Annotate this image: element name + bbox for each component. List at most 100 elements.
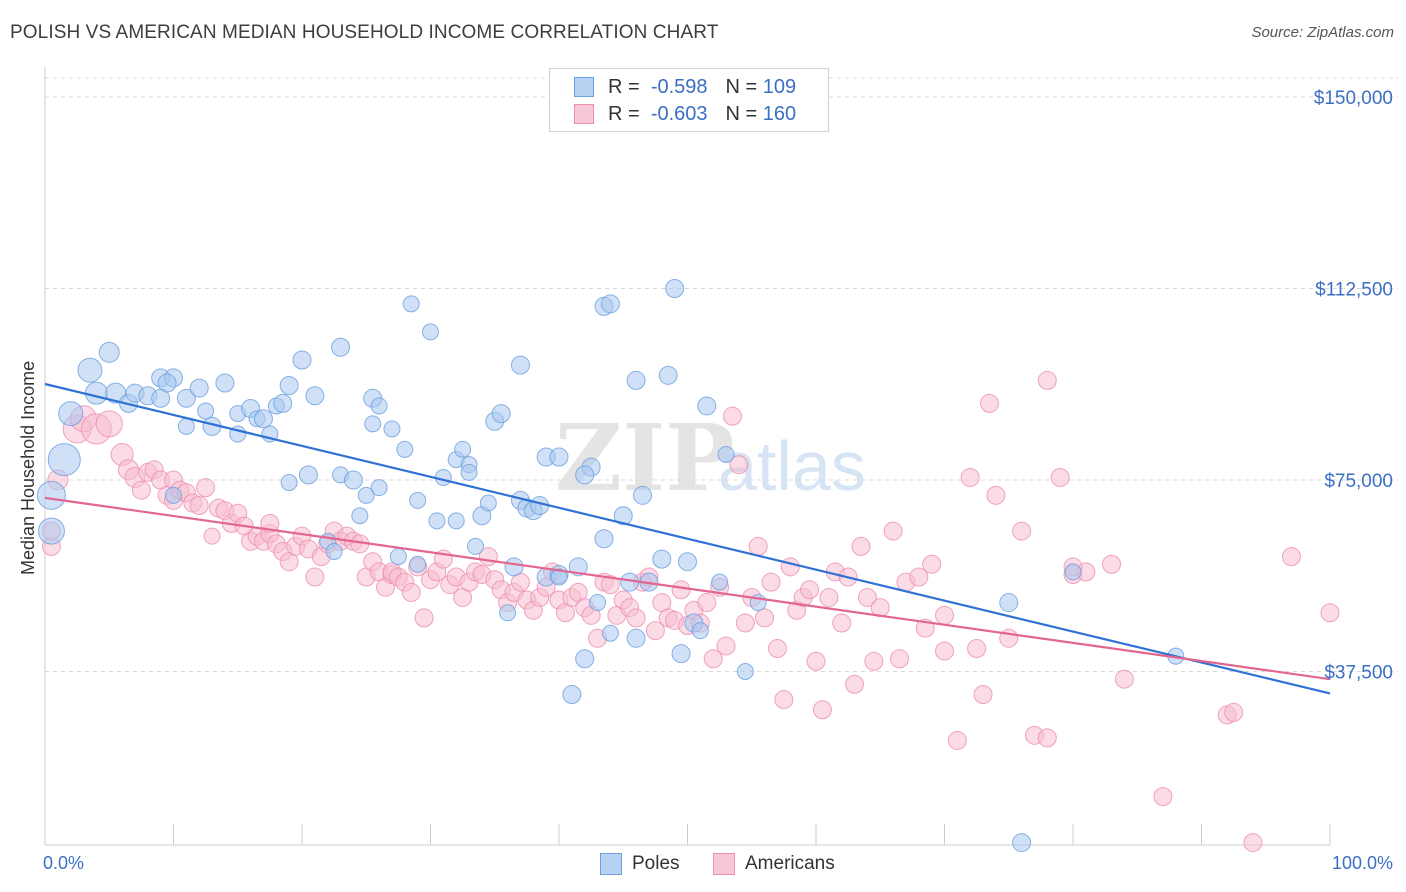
americans-point-125 [851, 536, 871, 556]
poles-point-2 [47, 443, 81, 477]
legend-n-label: N = [725, 102, 758, 125]
poles-point-75 [562, 684, 582, 704]
americans-point-152 [1153, 787, 1173, 807]
americans-point-129 [883, 521, 903, 541]
poles-point-30 [279, 376, 299, 396]
y-tick-label-1: $75,000 [1324, 471, 1393, 492]
americans-point-107 [735, 613, 755, 633]
poles-point-0 [36, 480, 66, 510]
poles-point-100 [736, 663, 754, 680]
americans-point-158 [1037, 370, 1057, 390]
americans-point-157 [1320, 603, 1340, 623]
americans-point-124 [845, 674, 865, 694]
americans-point-141 [979, 393, 999, 413]
americans-swatch [713, 853, 735, 875]
americans-point-20 [189, 496, 209, 516]
poles-point-61 [479, 494, 497, 512]
poles-point-51 [422, 323, 439, 341]
poles-point-80 [589, 594, 607, 612]
poles-label: Poles [632, 853, 680, 874]
poles-point-5 [84, 381, 108, 405]
americans-point-117 [800, 580, 820, 600]
poles-point-36 [331, 337, 351, 357]
tick-labels: $37,500 $75,000 $112,500 $150,000 0.0% 100.0% [43, 88, 1393, 873]
americans-swatch [574, 104, 594, 124]
poles-point-49 [409, 555, 427, 573]
americans-point-150 [1102, 554, 1122, 574]
y-tick-label-2: $112,500 [1315, 280, 1393, 301]
poles-point-16 [177, 417, 195, 435]
poles-point-56 [454, 440, 472, 458]
legend-r-label: R = [608, 102, 640, 125]
legend-n-value: 160 [762, 102, 797, 125]
poles-point-50 [409, 491, 427, 509]
americans-point-132 [909, 567, 929, 587]
americans-point-156 [1281, 547, 1301, 567]
poles-point-14 [151, 388, 171, 408]
americans-point-114 [780, 557, 800, 577]
americans-point-144 [1012, 521, 1032, 541]
poles-point-98 [711, 573, 729, 591]
americans-point-155 [1243, 833, 1263, 853]
poles-point-73 [549, 447, 569, 467]
axes [44, 67, 1331, 846]
poles-point-97 [697, 396, 717, 416]
americans-point-140 [973, 684, 993, 704]
americans-point-57 [414, 608, 434, 628]
americans-point-106 [729, 455, 749, 475]
poles-point-6 [98, 341, 120, 363]
americans-point-147 [1050, 467, 1070, 487]
americans-point-134 [922, 554, 942, 574]
poles-point-104 [1064, 563, 1082, 581]
poles-point-43 [370, 397, 388, 415]
poles-point-40 [357, 486, 375, 504]
poles-point-28 [273, 393, 293, 413]
americans-point-86 [600, 575, 620, 595]
poles-swatch [600, 853, 622, 875]
americans-point-22 [203, 527, 221, 545]
poles-point-18 [197, 402, 215, 420]
americans-point-138 [960, 467, 980, 487]
poles-point-29 [280, 474, 298, 492]
americans-point-97 [671, 580, 691, 600]
poles-point-31 [292, 350, 312, 370]
poles-point-79 [575, 465, 595, 485]
poles-point-1 [37, 517, 65, 545]
poles-point-59 [466, 537, 484, 555]
americans-trend-line [44, 496, 1331, 681]
poles-point-94 [678, 552, 697, 572]
poles-point-53 [434, 468, 452, 486]
americans-point-39 [305, 567, 325, 587]
poles-trend-line [44, 382, 1331, 695]
americans-point-21 [196, 478, 216, 498]
americans-point-127 [864, 651, 884, 671]
legend: R = -0.598 N = 109 R = -0.603 N = 160 [549, 68, 829, 132]
americans-point-119 [812, 700, 832, 720]
poles-point-45 [383, 420, 401, 438]
poles-point-107 [550, 568, 568, 586]
legend-n-label: N = [725, 75, 758, 98]
source-label: Source: ZipAtlas.com [1251, 24, 1394, 41]
poles-point-32 [298, 465, 318, 485]
americans-point-137 [947, 730, 967, 750]
poles-point-17 [189, 378, 209, 398]
americans-point-151 [1114, 669, 1134, 689]
poles-point-88 [633, 485, 653, 505]
x-tick-label-min: 0.0% [43, 853, 84, 873]
poles-swatch [574, 77, 594, 97]
americans-point-146 [1037, 728, 1057, 748]
americans-point-136 [935, 641, 954, 661]
poles-point-108 [601, 624, 619, 642]
y-tick-label-0: $37,500 [1324, 663, 1393, 684]
watermark: ZIP atlas [555, 404, 866, 512]
americans-point-10 [131, 480, 151, 500]
poles-point-54 [447, 512, 465, 530]
y-axis-label: Median Household Income [18, 361, 38, 575]
poles-point-48 [402, 295, 420, 313]
poles-point-58 [460, 463, 478, 481]
poles-point-93 [671, 644, 691, 664]
poles-point-46 [389, 548, 407, 566]
americans-point-93 [645, 621, 665, 641]
poles-point-84 [613, 506, 633, 526]
poles-point-39 [351, 507, 369, 525]
